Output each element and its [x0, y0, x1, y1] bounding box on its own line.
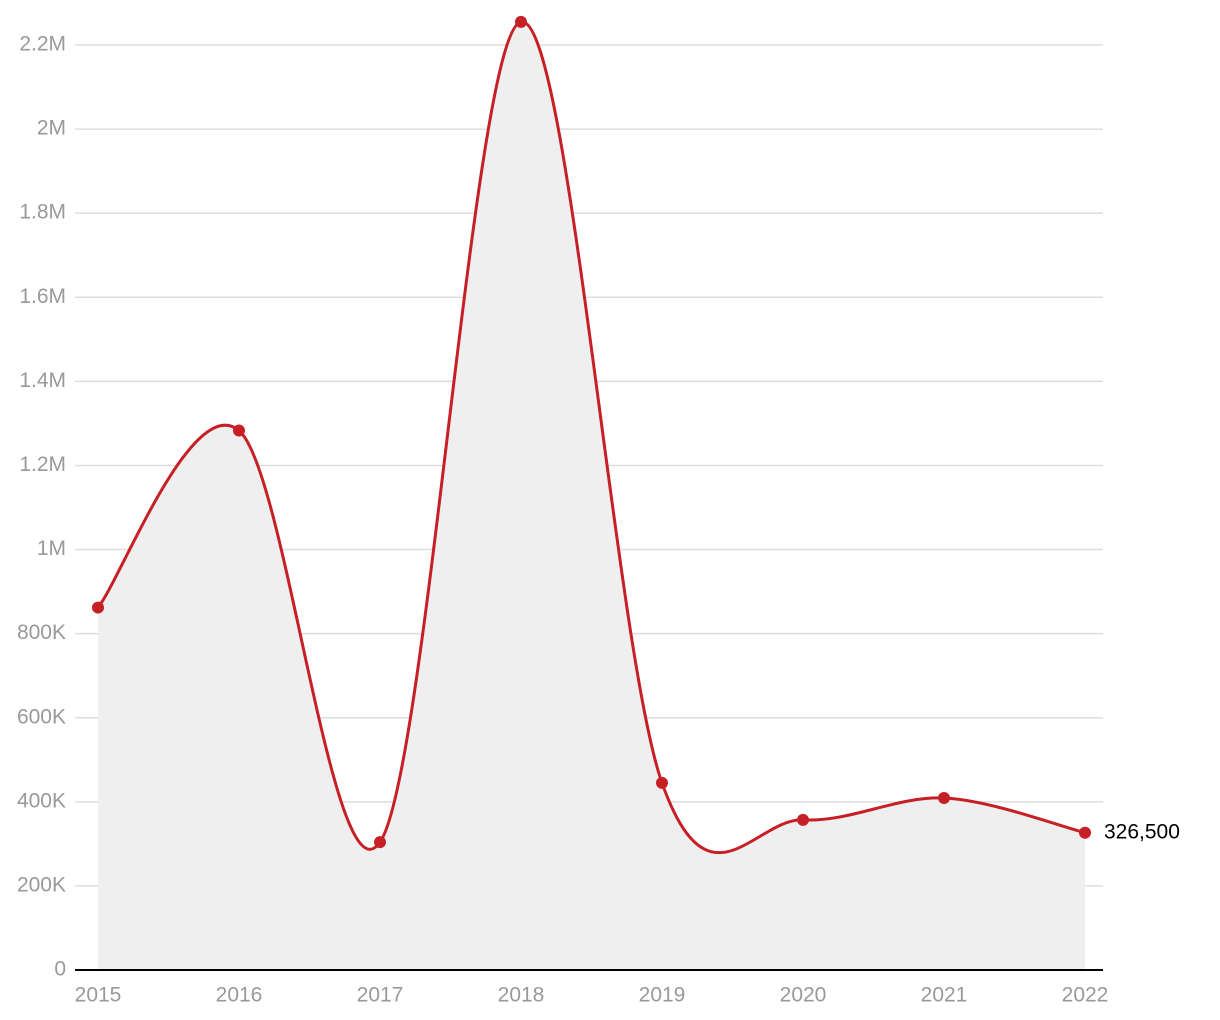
y-tick-label: 1.2M: [19, 453, 66, 476]
y-tick-label: 200K: [17, 873, 66, 896]
x-tick-label: 2020: [780, 984, 827, 1007]
x-tick-label: 2015: [75, 984, 122, 1007]
x-tick-label: 2019: [639, 984, 686, 1007]
y-tick-label: 600K: [17, 705, 66, 728]
y-tick-label: 2M: [37, 117, 66, 140]
y-tick-label: 1.4M: [19, 369, 66, 392]
y-tick-label: 0: [54, 958, 66, 981]
x-tick-label: 2018: [498, 984, 545, 1007]
y-tick-label: 1.6M: [19, 285, 66, 308]
x-tick-label: 2022: [1062, 984, 1109, 1007]
point: [92, 601, 104, 614]
y-tick-label: 400K: [17, 789, 66, 812]
y-tick-label: 2.2M: [19, 33, 66, 56]
x-tick-label: 2017: [357, 984, 404, 1007]
point: [374, 836, 386, 849]
x-tick-label: 2021: [921, 984, 968, 1007]
point: [1079, 826, 1091, 839]
value-label: 326,500: [1104, 820, 1180, 843]
y-tick-label: 800K: [17, 621, 66, 644]
point: [797, 813, 809, 826]
y-tick-label: 1.8M: [19, 201, 66, 224]
x-tick-label: 2016: [216, 984, 263, 1007]
y-tick-label: 1M: [37, 537, 66, 560]
point: [938, 792, 950, 805]
point: [515, 15, 527, 28]
point: [656, 776, 668, 789]
point: [233, 424, 245, 437]
area: [98, 21, 1085, 970]
